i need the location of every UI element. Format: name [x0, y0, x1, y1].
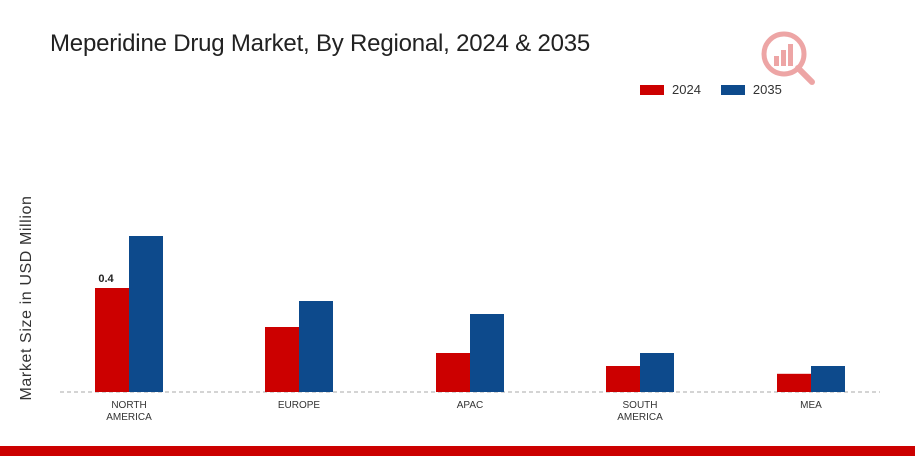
bar-2035-0: [129, 236, 163, 392]
legend-swatch-2035: [720, 84, 745, 95]
legend-label-2024: 2024: [672, 82, 701, 97]
watermark-logo-icon: [761, 31, 815, 85]
bar-2024-4: [777, 373, 811, 392]
chart-legend: 2024 2035: [640, 82, 802, 97]
legend-swatch-2024: [640, 84, 664, 95]
bar-2024-1: [265, 327, 299, 392]
bar-2035-3: [640, 353, 674, 392]
bar-2024-3: [606, 366, 640, 392]
chart-title: Meperidine Drug Market, By Regional, 202…: [50, 30, 591, 57]
x-tick-label: NORTH AMERICA: [106, 400, 152, 423]
x-tick-label: MEA: [800, 400, 822, 411]
x-tick-label: APAC: [457, 400, 484, 411]
bar-2024-2: [436, 353, 470, 392]
legend-label-2035: 2035: [752, 82, 782, 97]
bar-2024-0: [95, 288, 129, 392]
x-tick-label: SOUTH AMERICA: [617, 400, 663, 423]
bar-2035-2: [470, 314, 504, 392]
bar-2035-4: [811, 366, 845, 392]
data-label: 0.4: [98, 273, 114, 285]
footer-band: [0, 446, 915, 456]
legend-item-2035: 2035: [720, 82, 782, 97]
x-tick-label: EUROPE: [278, 400, 321, 411]
legend-item-2024: 2024: [640, 82, 701, 97]
bar-2035-1: [299, 301, 333, 392]
